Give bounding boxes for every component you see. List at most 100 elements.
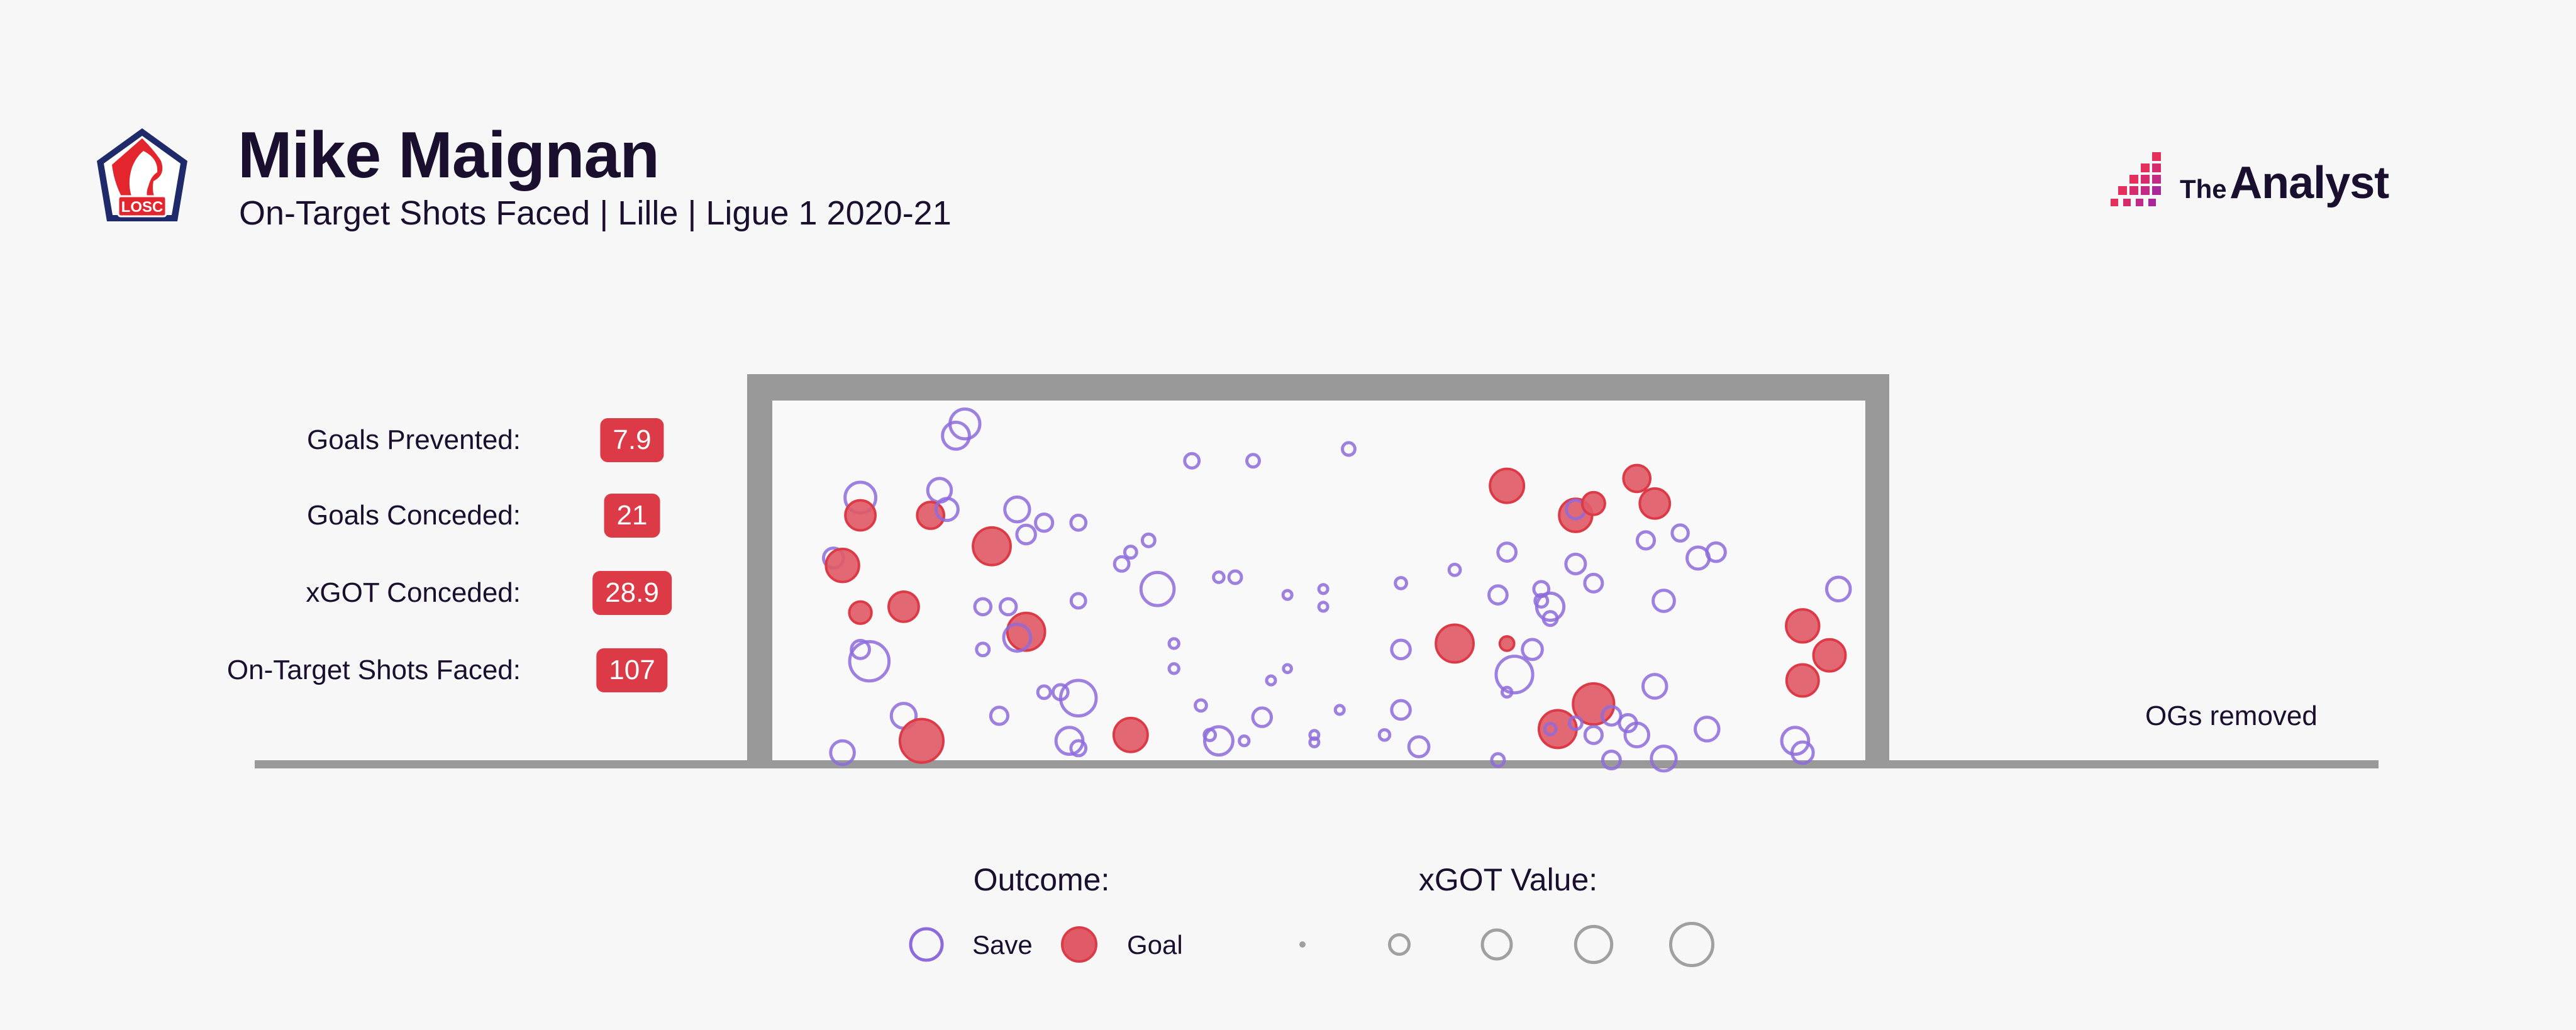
shot-save-marker — [1623, 721, 1651, 749]
shot-save-marker — [1265, 674, 1277, 687]
shot-save-marker — [1407, 735, 1431, 758]
shot-save-marker — [1535, 591, 1566, 623]
shot-save-marker — [1670, 523, 1690, 543]
shot-save-marker — [998, 597, 1018, 617]
shot-save-marker — [1583, 724, 1604, 745]
shot-save-marker — [1202, 725, 1235, 757]
og-removed-note: OGs removed — [2145, 701, 2318, 731]
shot-goal-marker — [1580, 490, 1606, 516]
shot-save-marker — [1583, 572, 1604, 594]
shot-save-marker — [1567, 715, 1584, 731]
legend-xgot-size-icon — [1299, 941, 1306, 948]
shot-save-marker — [1167, 637, 1180, 650]
shot-save-marker — [1245, 453, 1262, 469]
legend-xgot-size-icon — [1388, 933, 1411, 956]
shot-save-marker — [848, 640, 891, 683]
shot-goal-marker — [1435, 623, 1475, 664]
shot-save-marker — [1652, 589, 1676, 613]
analyst-pixel-icon — [2111, 152, 2161, 206]
shot-save-marker — [829, 739, 856, 767]
shot-save-marker — [989, 706, 1009, 726]
stat-badge-goals-conceded: 21 — [604, 494, 660, 538]
shot-save-marker — [1635, 530, 1657, 551]
shot-save-marker — [1333, 704, 1346, 716]
shot-save-marker — [1238, 734, 1251, 748]
shot-save-marker — [1227, 569, 1243, 585]
shot-save-marker — [1069, 513, 1088, 532]
shot-save-marker — [1058, 678, 1098, 717]
shot-save-marker — [1824, 575, 1852, 603]
shot-save-marker — [1500, 685, 1514, 699]
legend-save-icon — [909, 927, 944, 962]
shot-goal-marker — [1785, 663, 1820, 698]
shot-goal-marker — [1112, 716, 1149, 753]
shot-save-marker — [1317, 583, 1330, 595]
shot-save-marker — [1390, 699, 1412, 721]
shot-goal-marker — [844, 499, 877, 532]
page-title: Mike Maignan — [238, 119, 660, 192]
shot-save-marker — [1521, 638, 1544, 662]
shot-save-marker — [1308, 736, 1321, 749]
shot-save-marker — [1036, 684, 1052, 701]
club-logo: LOSC — [97, 128, 187, 221]
shot-save-marker — [1281, 589, 1294, 601]
shot-save-marker — [850, 638, 871, 660]
shot-save-marker — [1341, 441, 1357, 457]
shot-save-marker — [1377, 728, 1392, 742]
the-analyst-logo: The Analyst — [2111, 150, 2438, 213]
shot-goal-marker — [1638, 487, 1672, 520]
stat-badge-goals-prevented: 7.9 — [600, 418, 664, 462]
legend-goal-label: Goal — [1127, 930, 1183, 960]
brand-the: The — [2180, 174, 2227, 204]
legend-save-label: Save — [972, 930, 1033, 960]
shot-save-marker — [1780, 726, 1811, 756]
legend-outcome-title: Outcome: — [973, 862, 1110, 897]
shot-goal-marker — [972, 526, 1012, 567]
goal-mouth — [772, 401, 1865, 764]
legend-xgot-size-icon — [1669, 922, 1714, 967]
page-subtitle: On-Target Shots Faced | Lille | Ligue 1 … — [239, 194, 952, 232]
shot-save-marker — [1496, 541, 1518, 563]
shot-save-marker — [1487, 584, 1509, 606]
legend-marks — [909, 922, 1714, 967]
shot-save-marker — [1641, 673, 1668, 700]
ground-line — [255, 760, 2379, 768]
shot-goal-marker — [1489, 467, 1526, 504]
shot-save-marker — [1490, 752, 1506, 768]
shot-save-marker — [1069, 592, 1087, 610]
club-logo-text: LOSC — [121, 199, 164, 216]
shot-save-marker — [1015, 523, 1037, 546]
shot-save-marker — [1650, 745, 1678, 773]
shot-save-marker — [1251, 706, 1274, 728]
shot-save-marker — [1390, 638, 1412, 661]
stat-label-goals-prevented: Goals Prevented: — [307, 424, 521, 455]
shot-save-marker — [934, 497, 960, 523]
shot-save-marker — [941, 421, 971, 451]
shot-save-marker — [1543, 722, 1558, 736]
shot-save-marker — [1394, 575, 1408, 590]
shot-goal-marker — [1622, 463, 1652, 494]
shot-save-marker — [1282, 663, 1293, 675]
shot-save-marker — [1494, 655, 1535, 695]
shot-goal-marker — [1785, 608, 1821, 644]
shot-save-marker — [1183, 451, 1201, 470]
shot-save-marker — [1069, 739, 1088, 758]
shot-save-marker — [975, 641, 991, 658]
stat-label-shots-faced: On-Target Shots Faced: — [226, 655, 521, 685]
shot-save-marker — [1705, 541, 1727, 563]
stat-badge-xgot-conceded: 28.9 — [592, 571, 672, 615]
legend-goal-icon — [1061, 926, 1097, 963]
shot-save-marker — [1541, 610, 1559, 628]
shot-save-marker — [1167, 662, 1180, 675]
shot-goal-marker — [848, 600, 873, 625]
shot-goal-marker — [898, 717, 945, 764]
shots-layer — [821, 407, 1852, 773]
shot-save-marker — [1113, 555, 1131, 573]
shot-save-marker — [1447, 562, 1462, 577]
shot-goal-marker — [1812, 638, 1847, 673]
legend-xgot-size-icon — [1574, 924, 1614, 965]
shot-save-marker — [973, 597, 993, 617]
shot-save-marker — [1034, 512, 1055, 533]
shot-save-marker — [1212, 570, 1226, 584]
